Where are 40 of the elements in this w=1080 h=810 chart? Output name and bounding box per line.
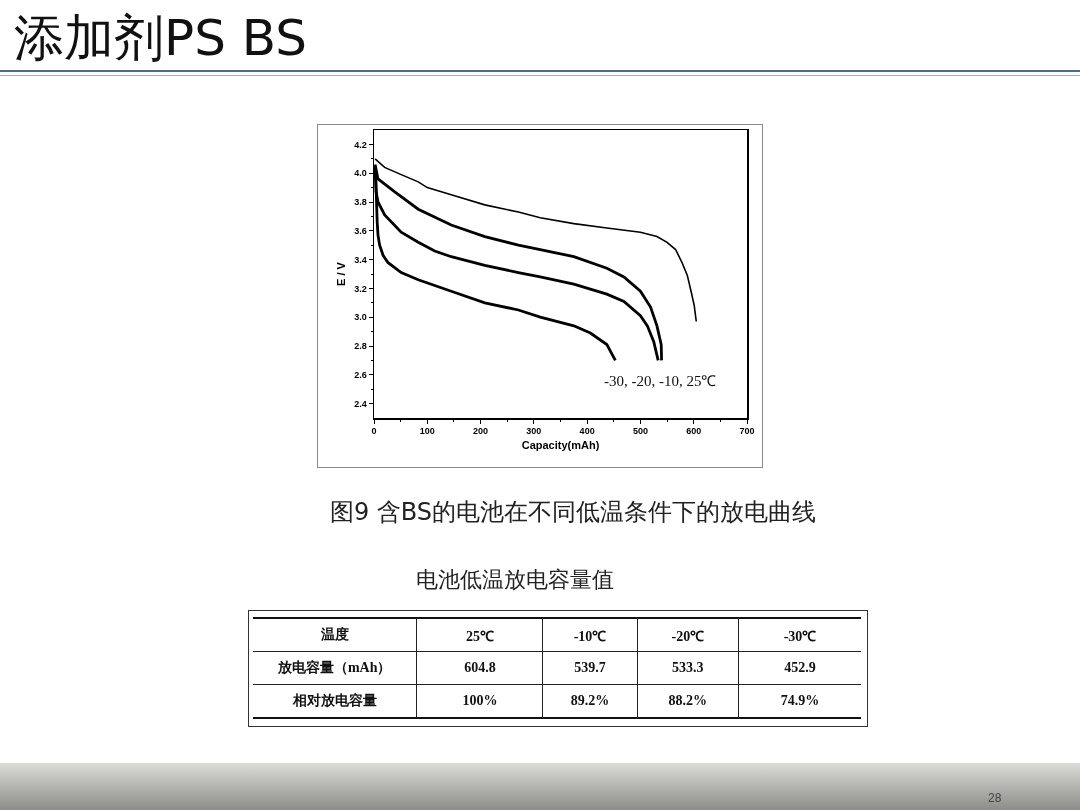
caption: 图9 含BS的电池在不同低温条件下的放电曲线 <box>328 497 818 528</box>
data-label: 74.9% <box>738 684 861 718</box>
annotation: -30, -20, -10, 25℃ <box>604 373 717 389</box>
text: 28 <box>988 790 1002 806</box>
category-label: -10℃ <box>542 618 638 652</box>
y-tick-label: 3.8 <box>354 197 367 208</box>
data-label: 88.2% <box>637 684 739 718</box>
y-tick-label: 3.2 <box>354 283 367 294</box>
text: 温度 <box>253 618 417 652</box>
y-tick-label: 2.8 <box>354 341 367 352</box>
x-tick-label: 700 <box>739 426 755 437</box>
text: 相对放电容量 <box>253 684 417 718</box>
x-tick-label: 100 <box>419 426 435 437</box>
y-tick-label: 4.2 <box>354 139 367 150</box>
text: 电池低温放电容量值 <box>416 566 614 594</box>
category-label: -30℃ <box>738 618 861 652</box>
y-tick-label: 3.4 <box>354 254 367 265</box>
x-tick-label: 400 <box>579 426 595 437</box>
data-label: 539.7 <box>542 651 638 685</box>
x-tick-label: 0 <box>371 426 377 437</box>
x-tick-label: 500 <box>632 426 648 437</box>
category-label: -20℃ <box>637 618 739 652</box>
data-label: 604.8 <box>416 651 543 685</box>
data-label: 89.2% <box>542 684 638 718</box>
data-label: 100% <box>416 684 543 718</box>
y-tick-label: 2.6 <box>354 369 367 380</box>
data-label: 533.3 <box>637 651 739 685</box>
legend-label: 放电容量（mAh） <box>253 651 417 685</box>
y-tick-label: 4.0 <box>354 168 367 179</box>
chart-title: 添加剂PS BS <box>14 8 307 69</box>
x-tick-label: 600 <box>686 426 702 437</box>
y-tick-label: 3.0 <box>354 312 367 323</box>
x-axis-title: Capacity(mAh) <box>521 439 600 452</box>
y-tick-label: 2.4 <box>354 398 367 409</box>
category-label: 25℃ <box>416 618 543 652</box>
y-tick-label: 3.6 <box>354 225 367 236</box>
x-tick-label: 200 <box>473 426 489 437</box>
x-tick-label: 300 <box>526 426 542 437</box>
data-label: 452.9 <box>738 651 861 685</box>
y-axis-title: E / V <box>335 261 348 286</box>
